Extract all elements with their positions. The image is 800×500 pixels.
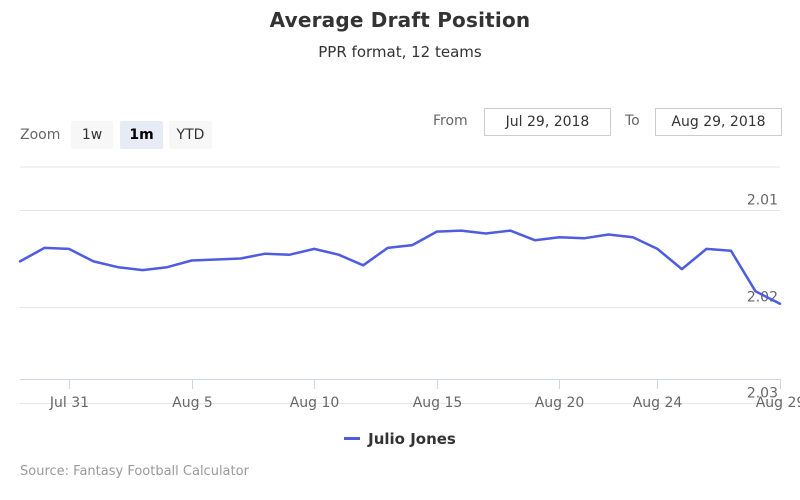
- legend: Julio Jones: [0, 426, 800, 448]
- credits[interactable]: Source: Fantasy Football Calculator: [20, 464, 249, 479]
- chart-title: Average Draft Position: [269, 8, 531, 32]
- zoom-label: Zoom: [20, 127, 61, 143]
- legend-item-julio-jones[interactable]: Julio Jones: [344, 430, 456, 448]
- from-label: From: [433, 113, 468, 129]
- series-layer: [18, 229, 782, 306]
- zoom-1w-button[interactable]: 1w: [71, 121, 113, 149]
- x-tick-label: Aug 29: [756, 395, 800, 411]
- to-date-input[interactable]: Aug 29, 2018: [655, 108, 782, 136]
- y-tick-label: 2.01: [747, 193, 778, 209]
- legend-line-icon: [344, 437, 361, 440]
- x-tick-label: Aug 24: [633, 395, 683, 411]
- zoom-ytd-button[interactable]: YTD: [169, 121, 212, 149]
- to-label: To: [625, 113, 640, 129]
- x-tick-label: Aug 20: [535, 395, 585, 411]
- x-tick-label: Aug 5: [172, 395, 213, 411]
- chart-subtitle: PPR format, 12 teams: [318, 43, 482, 61]
- y-tick-label: 2.03: [747, 386, 778, 402]
- x-tick-label: Aug 10: [290, 395, 340, 411]
- x-tick-label: Aug 15: [413, 395, 463, 411]
- axis-layer: 2.01 2.02 2.03 Jul 31 Aug 5 Aug 10 Aug 15 Aug 2…: [20, 193, 800, 411]
- grid-layer: [20, 166, 780, 404]
- from-date-input[interactable]: Jul 29, 2018: [484, 108, 611, 136]
- y-tick-label: 2.02: [747, 290, 778, 306]
- series-line-0[interactable]: [18, 229, 782, 306]
- zoom-1m-button[interactable]: 1m: [120, 121, 163, 149]
- legend-label: Julio Jones: [368, 429, 456, 448]
- x-tick-label: Jul 31: [49, 395, 89, 411]
